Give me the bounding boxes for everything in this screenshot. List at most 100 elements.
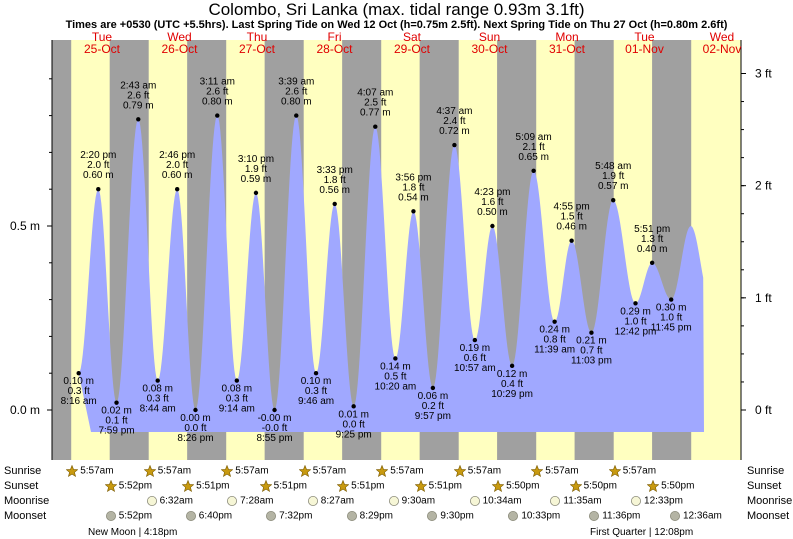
tide-label: 3:11 am [200,77,235,88]
sunrise-event: 5:57am [530,464,579,478]
sunrise-event: 5:57am [220,464,269,478]
tide-label: 0.80 m [202,97,233,108]
tide-label: 0.10 m [63,376,94,387]
tide-label: 1.9 ft [602,171,624,182]
left-axis-tick-label: 0.5 m [10,219,40,233]
sunrise-event: 5:57am [143,464,191,478]
tide-label: 0.46 m [556,222,587,233]
tide-label: 0.19 m [460,343,491,354]
day-header: Tue 01-Nov [615,31,675,55]
sunrise-event-time: 5:57am [622,465,657,477]
moonset-event: 6:40pm [185,510,232,523]
day-header: Sun 30-Oct [460,31,520,55]
tide-label: 11:39 am [534,345,575,356]
left-axis-tick-label: 0.0 m [10,403,40,417]
tide-label: 1.3 ft [641,234,663,245]
sun-icon [181,479,195,493]
tide-label: 3:39 am [278,77,314,88]
tide-label: 5:48 am [595,161,631,172]
sunset-row-label: Sunset [747,480,782,492]
sun-icon [336,479,350,493]
tide-label: 0.14 m [380,361,411,372]
tide-label: 1.0 ft [660,313,682,324]
tide-label: 0.3 ft [226,394,248,405]
day-header: Mon 31-Oct [537,31,597,55]
tide-label: 0.29 m [620,306,651,317]
sunset-event-time: 5:50pm [661,480,695,492]
sunrise-row-label: Sunrise [747,465,785,477]
day-weekday: Sat [402,30,421,44]
tide-label: 0.06 m [418,391,449,402]
right-axis-tick-label: 0 ft [755,403,772,417]
day-header: Wed 02-Nov [692,31,752,55]
tide-label: 5:09 am [516,132,552,143]
sunrise-event-time: 5:57am [545,465,579,477]
tide-label: 1.5 ft [561,212,583,223]
moonrise-event: 8:27am [307,495,354,508]
sunset-event: 5:50pm [646,479,695,493]
tide-label: 0.12 m [497,369,528,380]
sun-icon [143,464,157,478]
tide-point [136,117,141,122]
tide-label: 8:55 pm [256,433,292,444]
moonset-event-time: 9:30pm [440,510,474,522]
sun-icon [414,479,428,493]
tide-label: 0.5 ft [384,371,406,382]
tide-label: 2.6 ft [127,90,149,101]
tide-point [234,378,240,383]
sun-icon [646,479,660,493]
tide-label: 0.00 m [180,413,211,424]
tide-label: 9:14 am [219,404,255,415]
sunset-event: 5:51pm [181,479,230,493]
tide-label: 0.65 m [518,152,549,163]
tide-label: 2:43 am [120,80,156,91]
tide-label: 11:45 pm [651,323,692,334]
tide-label: 1.9 ft [245,164,267,175]
day-weekday: Tue [634,30,655,44]
sunrise-event: 5:57am [375,464,424,478]
moonset-event-time: 12:36am [682,510,722,522]
tide-label: 2.6 ft [206,87,228,98]
tide-label: 0.57 m [598,181,629,192]
moonrise-icon [469,496,480,506]
tide-label: 1.8 ft [402,182,424,193]
moonset-icon [508,511,519,521]
sunset-event: 5:51pm [336,479,385,493]
tide-label: 2.5 ft [364,98,386,109]
day-weekday: Mon [555,30,579,44]
tide-label: 0.8 ft [543,335,565,346]
moonrise-event-time: 8:27am [320,495,355,507]
tide-point [76,371,81,376]
moonset-icon [105,511,116,521]
tide-point [490,223,495,229]
sunset-event-time: 5:51pm [273,480,307,492]
tide-label: 3:56 pm [395,172,431,183]
moonset-event-time: 5:52pm [118,510,153,522]
tide-label: 0.4 ft [501,379,523,390]
tide-label: 0.50 m [477,207,508,218]
moonrise-event: 10:34am [469,495,522,508]
sun-icon [530,464,544,478]
tide-label: 3:10 pm [238,154,274,165]
tide-label: 0.24 m [539,325,570,336]
day-date: 27-Oct [238,42,275,56]
tide-point [114,400,119,405]
tide-point [393,356,398,361]
sunset-event-time: 5:51pm [196,480,230,492]
tide-label: 12:42 pm [615,326,657,337]
moonset-icon [589,511,600,521]
moonrise-icon [388,496,399,506]
tide-label: 2:20 pm [80,150,116,161]
tide-point [294,113,299,118]
sunset-event: 5:50pm [569,479,617,493]
day-date: 01-Nov [625,42,664,56]
tide-point [155,378,160,383]
tide-label: 10:29 pm [491,389,533,400]
tide-label: 0.30 m [656,303,687,314]
tide-label: 0.77 m [360,108,391,119]
day-header: Tue 25-Oct [72,31,132,55]
tide-label: 0.80 m [281,97,312,108]
sun-icon [569,479,583,493]
new-moon-note: New Moon | 4:18pm [88,527,178,538]
tide-label: 0.59 m [241,174,272,185]
